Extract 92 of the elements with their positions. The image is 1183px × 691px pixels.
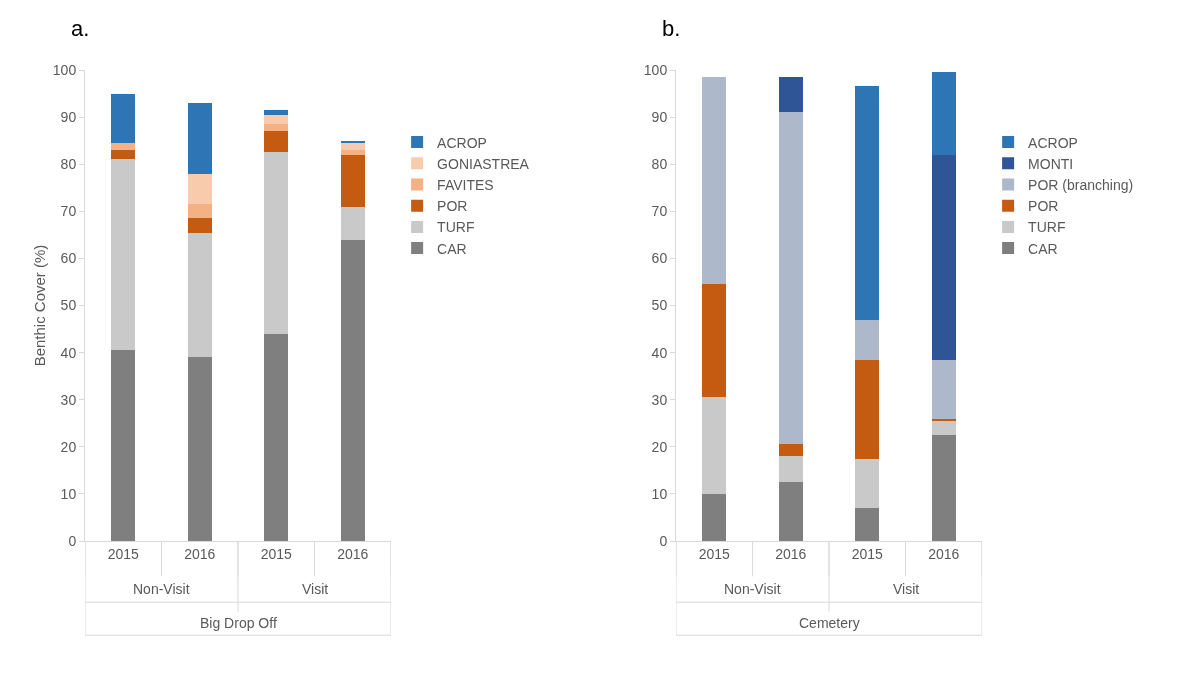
bar xyxy=(264,131,289,153)
legend-label: CAR xyxy=(437,240,467,257)
y-tick-label: 60 xyxy=(60,250,77,267)
y-tick-label: 70 xyxy=(60,203,77,220)
bar xyxy=(702,493,727,541)
bar xyxy=(187,204,212,219)
bar xyxy=(855,458,880,509)
bar xyxy=(187,173,212,205)
y-axis-title: Benthic Cover (%) xyxy=(31,244,48,367)
y-tick-label: 90 xyxy=(651,109,668,125)
bar xyxy=(340,150,365,155)
chart-title: b. xyxy=(661,16,681,42)
y-tick-label: 70 xyxy=(651,203,668,220)
bar xyxy=(187,102,212,174)
y-tick-label: 80 xyxy=(651,156,668,173)
y-tick-label: 80 xyxy=(60,156,77,173)
legend-label: TURF xyxy=(437,219,475,236)
x-tick-label: 2015 xyxy=(851,545,884,562)
bar xyxy=(702,397,727,494)
legend-label: ACROP xyxy=(437,134,487,151)
y-tick-label: 50 xyxy=(60,297,77,314)
bar xyxy=(111,93,136,144)
legend-label: GONIASTREA xyxy=(437,155,530,172)
y-tick-label: 10 xyxy=(60,485,77,502)
y-tick-label: 100 xyxy=(643,61,668,78)
bar xyxy=(264,152,289,334)
chart-title: a. xyxy=(70,16,90,42)
text: Non-Visit xyxy=(724,581,781,597)
bar xyxy=(778,456,803,483)
text: Visit xyxy=(302,581,329,597)
legend-label: POR xyxy=(437,198,468,215)
legend-label: MONTI xyxy=(1028,155,1074,172)
y-tick-label: 100 xyxy=(52,61,77,78)
bar xyxy=(340,206,365,240)
bar xyxy=(855,359,880,459)
bar xyxy=(778,112,803,445)
text: Visit xyxy=(893,581,920,597)
bar xyxy=(111,350,136,541)
bar xyxy=(340,154,365,207)
bar xyxy=(778,77,803,113)
legend-label: POR xyxy=(1028,198,1059,215)
text: Non-Visit xyxy=(133,581,190,597)
bar xyxy=(931,435,956,541)
y-tick-label: 30 xyxy=(60,391,77,408)
y-tick-label: 40 xyxy=(60,344,77,361)
bar xyxy=(264,114,289,125)
bar xyxy=(931,420,956,436)
bar xyxy=(187,218,212,233)
y-tick-label: 0 xyxy=(68,532,77,549)
text: Big Drop Off xyxy=(200,615,277,631)
x-tick-label: 2015 xyxy=(260,545,293,562)
y-tick-label: 90 xyxy=(60,109,77,125)
x-tick-label: 2015 xyxy=(107,545,140,562)
bar xyxy=(111,159,136,351)
bar xyxy=(264,110,289,115)
bar xyxy=(931,72,956,155)
y-tick-label: 10 xyxy=(651,485,668,502)
legend-label: POR (branching) xyxy=(1028,176,1134,193)
x-tick-label: 2016 xyxy=(337,545,369,562)
y-tick-label: 30 xyxy=(651,391,668,408)
x-tick-label: 2016 xyxy=(928,545,960,562)
bar xyxy=(702,77,727,285)
x-tick-label: 2016 xyxy=(184,545,216,562)
x-tick-label: 2015 xyxy=(698,545,731,562)
bar xyxy=(778,482,803,541)
bar xyxy=(931,359,956,419)
x-tick-label: 2016 xyxy=(775,545,807,562)
bar xyxy=(855,508,880,541)
legend-label: FAVITES xyxy=(437,176,494,193)
text: Cemetery xyxy=(799,615,860,631)
bar xyxy=(855,86,880,320)
bar xyxy=(702,284,727,398)
legend-label: ACROP xyxy=(1028,134,1078,151)
bar xyxy=(931,154,956,360)
bar xyxy=(111,143,136,151)
legend-label: CAR xyxy=(1028,240,1058,257)
bar xyxy=(340,143,365,151)
bar xyxy=(264,333,289,541)
bar xyxy=(340,239,365,541)
y-tick-label: 60 xyxy=(651,250,668,267)
bar xyxy=(778,444,803,457)
bar xyxy=(855,319,880,360)
y-tick-label: 20 xyxy=(651,438,668,455)
bar xyxy=(187,232,212,358)
bar xyxy=(264,124,289,132)
y-tick-label: 50 xyxy=(651,297,668,314)
y-tick-label: 0 xyxy=(659,532,668,549)
legend-label: TURF xyxy=(1028,219,1066,236)
bar xyxy=(187,357,212,541)
y-tick-label: 20 xyxy=(60,438,77,455)
y-tick-label: 40 xyxy=(651,344,668,361)
bar xyxy=(111,150,136,160)
